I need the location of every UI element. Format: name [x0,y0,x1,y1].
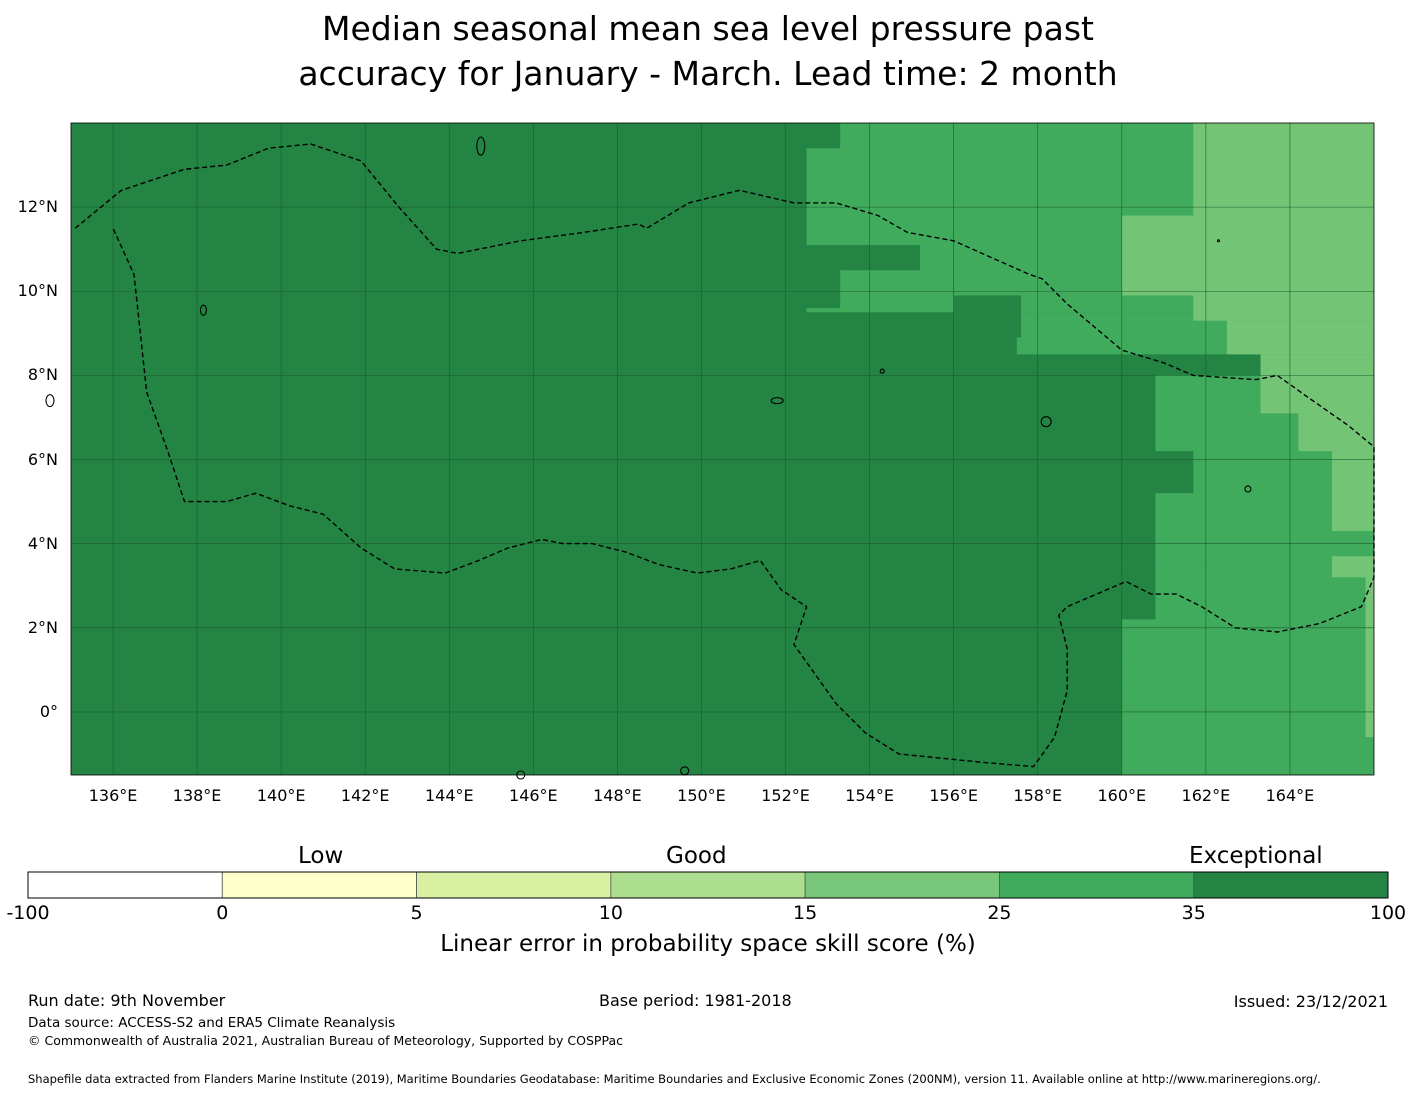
colorbar-title: Linear error in probability space skill … [440,931,976,957]
lon-label: 142°E [340,786,390,805]
skill-cell-19 [1298,413,1374,452]
colorbar-segment-2 [416,871,612,899]
lon-label: 162°E [1181,786,1231,805]
island-outline [879,368,885,374]
colorbar-segment-5 [999,871,1195,899]
skill-cell-16 [1193,295,1374,321]
colorbar-tick: 10 [598,902,623,924]
island-outline [1040,416,1052,428]
skill-cell-14 [1193,123,1374,216]
colorbar-tick: 35 [1181,902,1206,924]
colorbar-tick: 5 [410,902,423,924]
colorbar-frame [27,871,1389,899]
lon-label: 138°E [172,786,222,805]
skill-cell-8 [953,295,1021,338]
chart-title: Median seasonal mean sea level pressure … [298,9,1118,93]
skill-cell-3 [1121,564,1374,775]
colorbar-segment-3 [610,871,806,899]
lon-label: 152°E [761,786,810,805]
shapefile-credit: Shapefile data extracted from Flanders M… [28,1072,1321,1086]
lon-label: 158°E [1013,786,1063,805]
colorbar-category-good: Good [666,843,727,869]
colorbar-tick: 0 [216,902,229,924]
lat-label: 2°N [27,617,58,637]
base-period: Base period: 1981-2018 [599,991,792,1010]
island-outline [770,397,784,405]
copyright: © Commonwealth of Australia 2021, Austra… [28,1033,623,1048]
skill-cell-20 [1331,451,1374,532]
colorbar-tick: 15 [793,902,818,924]
colorbar-segment-1 [221,871,417,899]
issued-date: Issued: 23/12/2021 [1233,992,1388,1011]
map-frame [70,122,1375,776]
skill-cell-9 [806,320,946,355]
colorbar-segment-6 [1193,871,1389,899]
island-outline [476,136,486,156]
skill-cell-11 [1155,451,1194,494]
lat-label: 10°N [17,281,58,301]
lat-label: 6°N [27,449,58,469]
run-date: Run date: 9th November [28,991,226,1010]
colorbar-tick: -100 [6,902,50,924]
island-outline [199,304,207,316]
skill-cell-6 [840,244,921,271]
colorbar [27,871,1389,899]
island-outline [1244,485,1252,493]
colorbar-segment-4 [804,871,1000,899]
skill-regions [71,123,1374,775]
eez-boundary [74,143,1375,768]
lat-label: 12°N [17,197,58,217]
skill-cell-10 [945,337,996,355]
lon-label: 146°E [509,786,558,805]
island-outline [1216,239,1221,243]
lon-label: 144°E [424,786,474,805]
lat-label: 8°N [27,365,58,385]
lon-label: 136°E [88,786,138,805]
lon-label: 150°E [677,786,726,805]
colorbar-tick: 100 [1369,902,1407,924]
lon-label: 154°E [845,786,894,805]
lon-label: 156°E [929,786,978,805]
lon-label: 160°E [1097,786,1147,805]
skill-cell-13 [1088,661,1122,687]
lon-label: 140°E [256,786,306,805]
colorbar-category-exceptional: Exceptional [1189,843,1323,869]
skill-cell-21 [1331,556,1374,578]
skill-cell-15 [1121,215,1374,296]
island-outline [45,394,55,408]
skill-cell-5 [806,123,841,149]
lon-label: 148°E [593,786,642,805]
skill-cell-22 [1365,577,1374,738]
colorbar-category-low: Low [298,843,344,869]
colorbar-segment-0 [27,871,223,899]
data-source: Data source: ACCESS-S2 and ERA5 Climate … [28,1015,396,1031]
skill-cell-7 [806,244,841,309]
eez-outline [74,143,1375,768]
colorbar-tick: 25 [987,902,1012,924]
lon-label: 164°E [1265,786,1315,805]
lat-label: 0° [39,701,58,721]
skill-cell-17 [1226,320,1374,355]
lat-label: 4°N [27,533,58,553]
map-gridlines [71,123,1374,775]
